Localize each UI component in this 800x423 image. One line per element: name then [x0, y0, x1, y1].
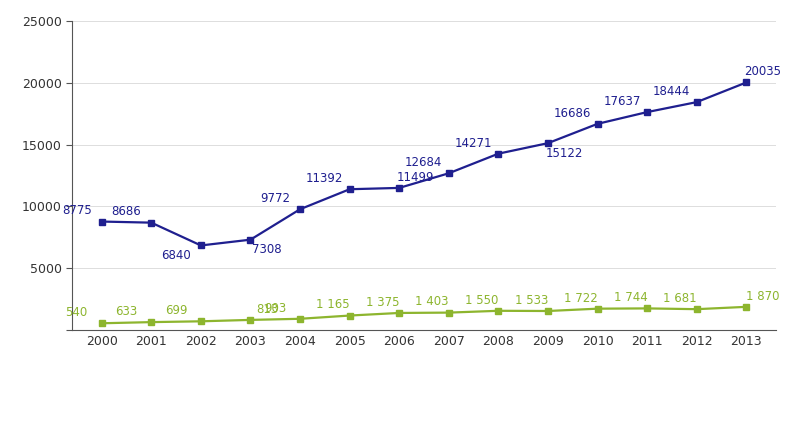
Patients internationaux — [642, 110, 652, 115]
Text: 6840: 6840 — [161, 249, 190, 262]
Text: 699: 699 — [165, 304, 187, 317]
Text: 540: 540 — [66, 306, 88, 319]
Text: 15122: 15122 — [546, 147, 583, 160]
Patients internationaux — [742, 80, 751, 85]
Patients internationaux — [692, 99, 702, 104]
Text: 633: 633 — [115, 305, 138, 318]
Patients internationaux — [295, 207, 305, 212]
Text: 9772: 9772 — [260, 192, 290, 205]
Text: 8775: 8775 — [62, 204, 92, 217]
Text: 1 533: 1 533 — [514, 294, 548, 307]
Text: 1 375: 1 375 — [366, 296, 399, 309]
Patients internationaux — [345, 187, 354, 192]
Text: 18444: 18444 — [653, 85, 690, 98]
Text: 8686: 8686 — [111, 206, 141, 219]
Patients nationaux — [494, 308, 503, 313]
Patients nationaux — [146, 320, 156, 325]
Patients internationaux — [444, 171, 454, 176]
Patients internationaux — [196, 243, 206, 248]
Text: 7308: 7308 — [252, 243, 282, 256]
Patients nationaux — [593, 306, 602, 311]
Line: Patients nationaux: Patients nationaux — [98, 303, 750, 327]
Text: 1 722: 1 722 — [564, 291, 598, 305]
Patients internationaux — [97, 219, 106, 224]
Patients internationaux — [246, 237, 255, 242]
Line: Patients internationaux: Patients internationaux — [98, 79, 750, 249]
Text: 11392: 11392 — [306, 172, 343, 185]
Text: 20035: 20035 — [745, 65, 782, 78]
Text: 903: 903 — [264, 302, 286, 315]
Patients internationaux — [593, 121, 602, 126]
Text: 1 403: 1 403 — [415, 295, 449, 308]
Patients nationaux — [444, 310, 454, 315]
Patients internationaux — [146, 220, 156, 225]
Text: 1 744: 1 744 — [614, 291, 647, 304]
Patients nationaux — [97, 321, 106, 326]
Text: 11499: 11499 — [397, 171, 434, 184]
Patients internationaux — [394, 185, 404, 190]
Text: 14271: 14271 — [454, 137, 492, 149]
Text: 1 681: 1 681 — [663, 292, 697, 305]
Patients nationaux — [295, 316, 305, 321]
Patients nationaux — [642, 306, 652, 311]
Patients nationaux — [543, 308, 553, 313]
Text: 17637: 17637 — [603, 95, 641, 108]
Patients nationaux — [742, 304, 751, 309]
Text: 1 165: 1 165 — [316, 298, 350, 311]
Patients nationaux — [692, 307, 702, 312]
Patients nationaux — [345, 313, 354, 318]
Text: 1 550: 1 550 — [465, 294, 498, 307]
Text: 813: 813 — [256, 303, 278, 316]
Text: 12684: 12684 — [405, 156, 442, 169]
Patients internationaux — [543, 140, 553, 146]
Text: 16686: 16686 — [554, 107, 591, 120]
Patients nationaux — [394, 310, 404, 316]
Patients nationaux — [246, 317, 255, 322]
Patients nationaux — [196, 319, 206, 324]
Text: 1 870: 1 870 — [746, 290, 780, 303]
Patients internationaux — [494, 151, 503, 156]
